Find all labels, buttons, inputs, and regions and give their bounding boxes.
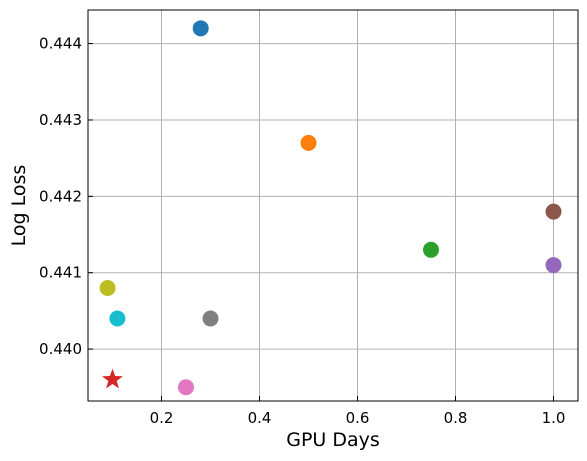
x-axis-label: GPU Days [286,429,380,451]
y-axis-ticks: 0.440 0.441 0.442 0.443 0.444 [39,35,93,358]
y-tick-label: 0.443 [39,111,82,129]
y-axis-label: Log Loss [8,165,30,247]
x-tick-label: 1.0 [542,409,566,427]
x-tick-label: 0.2 [150,409,174,427]
plot-frame [87,9,579,402]
x-axis-ticks: 0.2 0.4 0.6 0.8 1.0 [150,396,566,427]
y-tick-label: 0.440 [39,340,82,358]
data-point [545,203,562,220]
data-point [178,379,194,396]
data-point [109,310,126,327]
grid [88,10,578,401]
data-point-star [102,368,123,389]
y-tick-label: 0.441 [39,264,82,282]
x-tick-label: 0.6 [346,409,370,427]
x-tick-label: 0.8 [444,409,468,427]
data-point [192,20,209,37]
data-point [423,241,439,258]
data-point [202,310,219,327]
data-point [99,279,116,296]
data-points [99,20,562,396]
data-point [545,257,562,274]
x-tick-label: 0.4 [248,409,272,427]
y-tick-label: 0.444 [39,35,82,53]
y-tick-label: 0.442 [39,187,82,205]
data-point [300,134,317,151]
